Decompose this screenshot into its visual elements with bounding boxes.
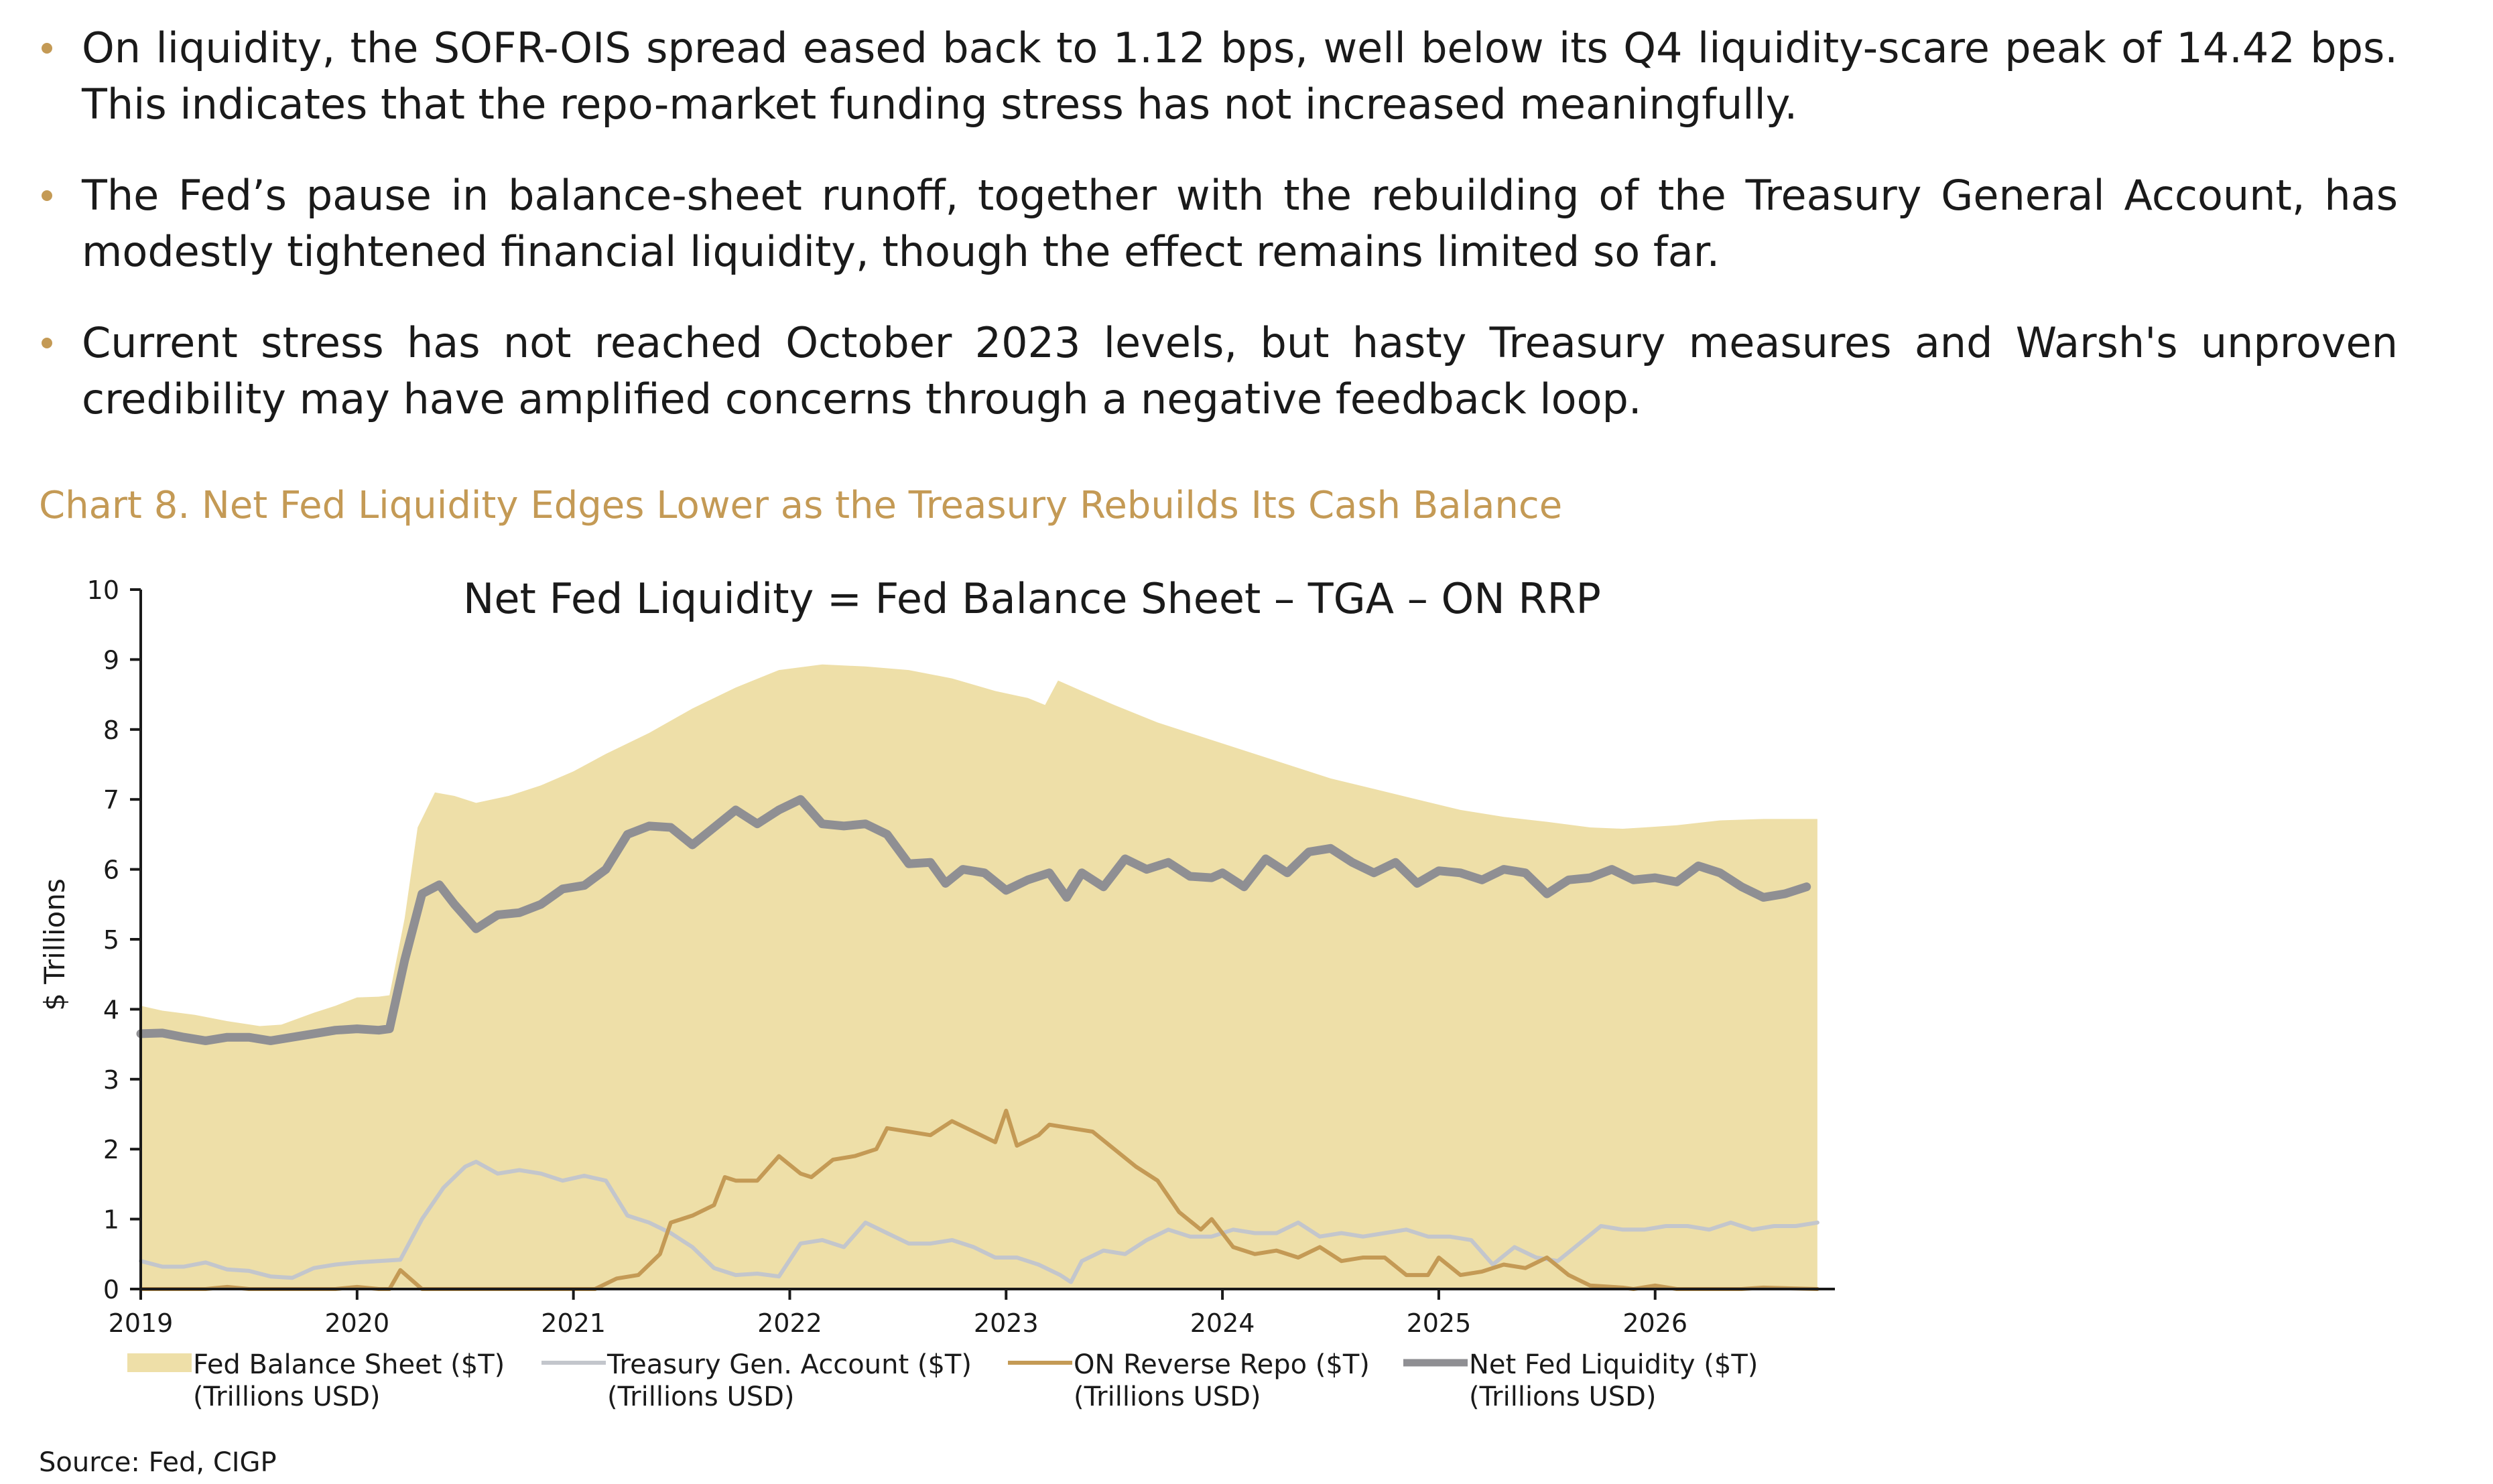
x-tick-label: 2022 [757, 1308, 822, 1338]
fed-balance-sheet-area-group [141, 664, 1817, 1289]
x-tick-label: 2025 [1407, 1308, 1472, 1338]
bullet-item: Current stress has not reached October 2… [39, 315, 2398, 427]
bullet-text: The Fed’s pause in balance-sheet runoff,… [82, 171, 2398, 276]
x-tick-label: 2021 [541, 1308, 606, 1338]
y-tick-label: 8 [103, 716, 119, 745]
y-tick-label: 7 [103, 785, 119, 815]
bullet-text: Current stress has not reached October 2… [82, 318, 2398, 423]
y-tick-label: 0 [103, 1275, 119, 1304]
fed-balance-sheet-legend-swatch [127, 1353, 192, 1372]
y-tick-label: 9 [103, 645, 119, 675]
axes-group: 0 1 2 3 4 5 6 7 8 9 10 2019 2020 2021 2022 2023 2024 2025… [87, 576, 1835, 1338]
y-axis-label: $ Trillions [38, 878, 71, 1011]
y-tick-label: 3 [103, 1065, 119, 1095]
net-fed-liquidity-chart: 0 1 2 3 4 5 6 7 8 9 10 2019 2020 2021 2022 2023 2024 2025… [38, 574, 1835, 1412]
x-tick-label: 2026 [1622, 1308, 1687, 1338]
x-tick-label: 2019 [109, 1308, 174, 1338]
on-reverse-repo-line [139, 1108, 1819, 1291]
source-note: Source: Fed, CIGP [39, 1447, 277, 1478]
chart-caption: Chart 8. Net Fed Liquidity Edges Lower a… [39, 484, 1563, 527]
net-fed-liquidity-line [136, 795, 1811, 1045]
x-tick-label: 2020 [324, 1308, 389, 1338]
on-reverse-repo-legend-label: ON Reverse Repo ($T) [1074, 1349, 1370, 1380]
x-tick-label: 2023 [974, 1308, 1039, 1338]
treasury-general-account-line [139, 1160, 1819, 1284]
bullet-dot-icon [42, 338, 52, 348]
bullet-item: The Fed’s pause in balance-sheet runoff,… [39, 167, 2398, 280]
chart-title: Net Fed Liquidity = Fed Balance Sheet – … [463, 574, 1601, 623]
series-lines-group [136, 795, 1819, 1291]
fed-balance-sheet-legend-label: Fed Balance Sheet ($T) [193, 1349, 505, 1380]
fed-balance-sheet-legend-unit: (Trillions USD) [193, 1381, 381, 1412]
bullet-item: On liquidity, the SOFR-OIS spread eased … [39, 20, 2398, 133]
fed-balance-sheet-area [141, 664, 1817, 1289]
chart-legend: Fed Balance Sheet ($T)(Trillions USD)Tre… [127, 1349, 1758, 1412]
treasury-general-account-legend-unit: (Trillions USD) [607, 1381, 795, 1412]
net-fed-liquidity-legend-label: Net Fed Liquidity ($T) [1469, 1349, 1758, 1380]
treasury-general-account-legend-label: Treasury Gen. Account ($T) [606, 1349, 972, 1380]
y-tick-label: 4 [103, 995, 119, 1024]
x-tick-label: 2024 [1190, 1308, 1255, 1338]
commentary-bullets: On liquidity, the SOFR-OIS spread eased … [39, 20, 2398, 462]
net-fed-liquidity-legend-unit: (Trillions USD) [1469, 1381, 1657, 1412]
bullet-text: On liquidity, the SOFR-OIS spread eased … [82, 23, 2398, 129]
y-tick-label: 6 [103, 856, 119, 885]
y-tick-label: 5 [103, 925, 119, 955]
bullet-dot-icon [42, 43, 52, 54]
on-reverse-repo-legend-unit: (Trillions USD) [1074, 1381, 1261, 1412]
y-tick-label: 2 [103, 1135, 119, 1164]
bullet-dot-icon [42, 190, 52, 201]
y-tick-label: 10 [87, 576, 119, 605]
y-tick-label: 1 [103, 1205, 119, 1235]
